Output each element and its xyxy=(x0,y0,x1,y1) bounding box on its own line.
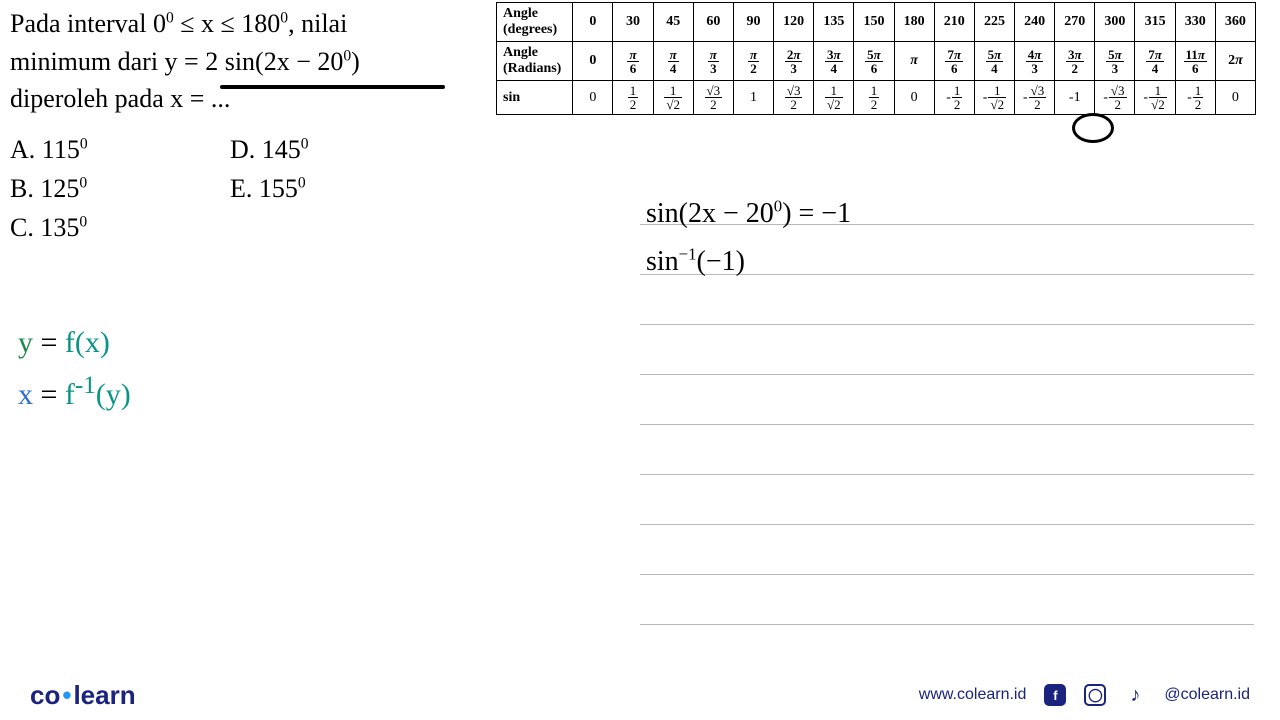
sin-cell: -1 xyxy=(1055,81,1095,115)
deg-cell: 240 xyxy=(1015,3,1055,42)
rad-cell: 11π6 xyxy=(1175,42,1215,81)
trig-table: Angle (degrees)0304560901201351501802102… xyxy=(496,2,1256,115)
deg-cell: 30 xyxy=(613,3,653,42)
rad-cell: π3 xyxy=(693,42,733,81)
sin-cell: -√32 xyxy=(1015,81,1055,115)
deg-cell: 150 xyxy=(854,3,894,42)
underline-accent xyxy=(220,85,445,89)
hw-left-line1: y = f(x) xyxy=(18,320,131,367)
sin-cell: -√32 xyxy=(1095,81,1135,115)
facebook-icon: f xyxy=(1044,684,1066,706)
rad-cell: 3π4 xyxy=(814,42,854,81)
rad-cell: π2 xyxy=(733,42,773,81)
rad-cell: 5π3 xyxy=(1095,42,1135,81)
deg-cell: 330 xyxy=(1175,3,1215,42)
instagram-icon: ◯ xyxy=(1084,684,1106,706)
hw-right-line2: sin−1(−1) xyxy=(646,238,851,286)
deg-cell: 90 xyxy=(733,3,773,42)
option-b: B. 1250 xyxy=(10,169,230,208)
circled-value-marker xyxy=(1072,113,1114,143)
page: Pada interval 00 ≤ x ≤ 1800, nilai minim… xyxy=(0,0,1280,720)
deg-cell: 45 xyxy=(653,3,693,42)
deg-cell: 300 xyxy=(1095,3,1135,42)
deg-cell: 60 xyxy=(693,3,733,42)
option-d: D. 1450 xyxy=(230,130,430,169)
rad-cell: 5π6 xyxy=(854,42,894,81)
hw-right-line1: sin(2x − 200) = −1 xyxy=(646,190,851,238)
rad-cell: 2π xyxy=(1215,42,1255,81)
sin-cell: 0 xyxy=(894,81,934,115)
deg-cell: 315 xyxy=(1135,3,1175,42)
deg-cell: 270 xyxy=(1055,3,1095,42)
rad-cell: π4 xyxy=(653,42,693,81)
question-line-2: minimum dari y = 2 sin(2x − 200) xyxy=(10,43,490,81)
rad-cell: 7π4 xyxy=(1135,42,1175,81)
row-label-radians: Angle (Radians) xyxy=(497,42,573,81)
footer: co•learn www.colearn.id f ◯ ♪ @colearn.i… xyxy=(0,670,1280,720)
rad-cell: 7π6 xyxy=(934,42,974,81)
sin-cell: 1√2 xyxy=(814,81,854,115)
rad-cell: π6 xyxy=(613,42,653,81)
options-grid: A. 1150 D. 1450 B. 1250 E. 1550 C. 1350 xyxy=(10,130,490,247)
sin-cell: √32 xyxy=(774,81,814,115)
handwriting-left: y = f(x) x = f-1(y) xyxy=(18,320,131,418)
tiktok-icon: ♪ xyxy=(1124,684,1146,706)
deg-cell: 120 xyxy=(774,3,814,42)
sin-cell: 0 xyxy=(573,81,613,115)
footer-url: www.colearn.id xyxy=(919,686,1027,704)
option-e: E. 1550 xyxy=(230,169,430,208)
deg-cell: 360 xyxy=(1215,3,1255,42)
deg-cell: 0 xyxy=(573,3,613,42)
deg-cell: 135 xyxy=(814,3,854,42)
sin-cell: 12 xyxy=(854,81,894,115)
sin-cell: -1√2 xyxy=(974,81,1014,115)
rad-cell: 5π4 xyxy=(974,42,1014,81)
sin-cell: -1√2 xyxy=(1135,81,1175,115)
logo: co•learn xyxy=(30,680,136,711)
footer-right: www.colearn.id f ◯ ♪ @colearn.id xyxy=(919,684,1250,706)
option-a: A. 1150 xyxy=(10,130,230,169)
footer-handle: @colearn.id xyxy=(1164,686,1250,704)
table-container: Angle (degrees)0304560901201351501802102… xyxy=(496,2,1256,115)
question-text: Pada interval 00 ≤ x ≤ 1800, nilai minim… xyxy=(10,5,490,118)
option-c: C. 1350 xyxy=(10,208,230,247)
deg-cell: 180 xyxy=(894,3,934,42)
question-line-1: Pada interval 00 ≤ x ≤ 1800, nilai xyxy=(10,5,490,43)
deg-cell: 225 xyxy=(974,3,1014,42)
rad-cell: 0 xyxy=(573,42,613,81)
rad-cell: 3π2 xyxy=(1055,42,1095,81)
rad-cell: 2π3 xyxy=(774,42,814,81)
sin-cell: √32 xyxy=(693,81,733,115)
question-block: Pada interval 00 ≤ x ≤ 1800, nilai minim… xyxy=(10,5,490,247)
sin-cell: -12 xyxy=(934,81,974,115)
row-label-sin: sin xyxy=(497,81,573,115)
handwriting-right: sin(2x − 200) = −1 sin−1(−1) xyxy=(646,190,851,285)
sin-cell: 0 xyxy=(1215,81,1255,115)
hw-left-line2: x = f-1(y) xyxy=(18,367,131,419)
deg-cell: 210 xyxy=(934,3,974,42)
sin-cell: -12 xyxy=(1175,81,1215,115)
sin-cell: 12 xyxy=(613,81,653,115)
sin-cell: 1 xyxy=(733,81,773,115)
row-label-degrees: Angle (degrees) xyxy=(497,3,573,42)
rad-cell: π xyxy=(894,42,934,81)
sin-cell: 1√2 xyxy=(653,81,693,115)
rad-cell: 4π3 xyxy=(1015,42,1055,81)
